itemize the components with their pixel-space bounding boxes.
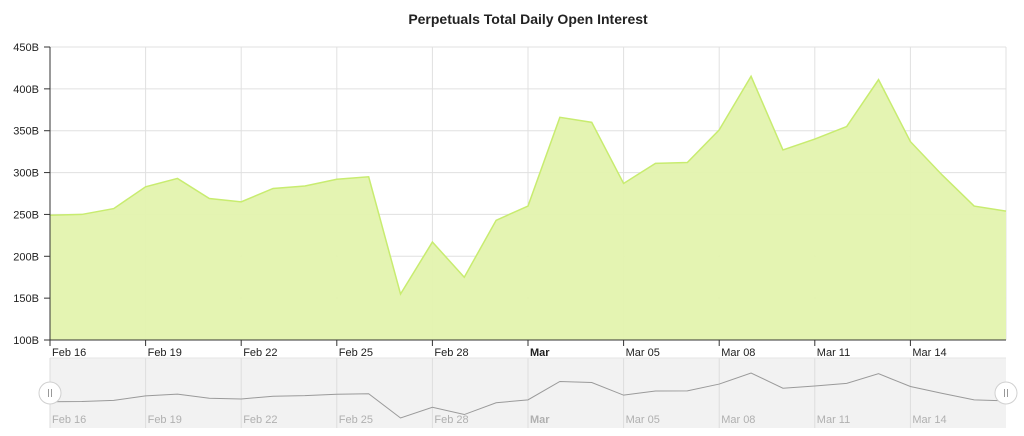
- navigator-tick-label: Feb 16: [52, 414, 86, 426]
- y-tick-label: 250B: [13, 209, 39, 221]
- navigator-handle-circle[interactable]: [994, 381, 1018, 405]
- navigator-tick-label: Mar 05: [626, 414, 660, 426]
- y-tick-label: 300B: [13, 168, 39, 180]
- series-area: [50, 76, 1006, 341]
- navigator-left-handle[interactable]: [38, 381, 62, 405]
- y-tick-label: 100B: [13, 335, 39, 347]
- navigator-tick-label: Feb 25: [339, 414, 373, 426]
- x-tick-label: Mar: [530, 347, 550, 359]
- y-tick-label: 400B: [13, 84, 39, 96]
- x-tick-label: Mar 08: [721, 347, 755, 359]
- navigator[interactable]: Feb 16 Feb 19 Feb 22 Feb 25 Feb 28 Mar Mar 05 M…: [38, 357, 1018, 428]
- navigator-tick-label: Mar 14: [912, 414, 946, 426]
- y-tick-label: 200B: [13, 251, 39, 263]
- y-tick-label: 350B: [13, 126, 39, 138]
- grip-lines-icon: [48, 389, 52, 397]
- navigator-tick-label: Mar: [530, 414, 550, 426]
- navigator-tick-label: Feb 19: [148, 414, 182, 426]
- grip-lines-icon: [1004, 389, 1008, 397]
- x-tick-label: Feb 19: [148, 347, 182, 359]
- y-tick-label: 150B: [13, 293, 39, 305]
- x-tick-label: Feb 22: [243, 347, 277, 359]
- x-tick-label: Feb 25: [339, 347, 373, 359]
- main-axes: [44, 46, 1006, 346]
- navigator-series-line: [49, 372, 1007, 419]
- x-tick-label: Mar 14: [912, 347, 946, 359]
- x-tick-label: Feb 16: [52, 347, 86, 359]
- navigator-tick-label: Mar 11: [817, 414, 850, 426]
- navigator-tick-label: Feb 22: [243, 414, 277, 426]
- navigator-tick-label: Mar 08: [721, 414, 755, 426]
- x-tick-label: Feb 28: [434, 347, 468, 359]
- navigator-tick-label: Feb 28: [434, 414, 468, 426]
- y-axis-labels: 100B 150B 200B 250B 300B 350B 400B 450B: [13, 42, 39, 347]
- navigator-handle-circle[interactable]: [38, 381, 62, 405]
- x-axis-labels: Feb 16 Feb 19 Feb 22 Feb 25 Feb 28 Mar Mar 05 M…: [52, 347, 947, 359]
- y-tick-label: 450B: [13, 42, 39, 54]
- x-tick-label: Mar 11: [817, 347, 850, 359]
- chart-title: Perpetuals Total Daily Open Interest: [408, 11, 648, 27]
- navigator-right-handle[interactable]: [994, 381, 1018, 405]
- x-tick-label: Mar 05: [626, 347, 660, 359]
